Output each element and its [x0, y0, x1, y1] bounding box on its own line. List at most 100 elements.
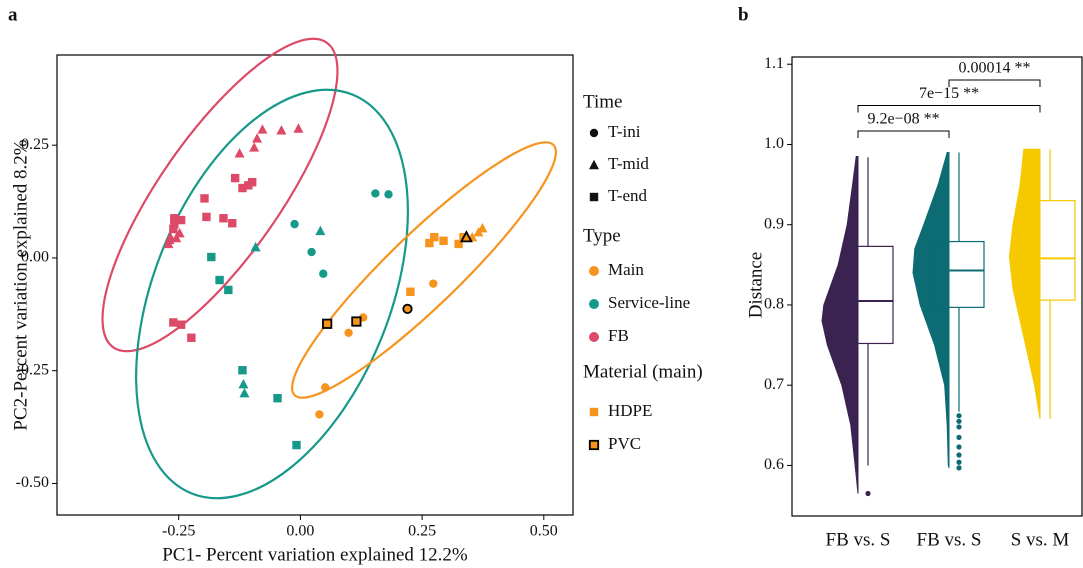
point — [238, 366, 247, 375]
point — [315, 410, 324, 419]
point — [176, 320, 186, 329]
outlier — [956, 465, 962, 471]
y-tick-label: 0.7 — [764, 376, 784, 393]
point — [292, 440, 301, 450]
outlier — [956, 459, 962, 465]
confidence-ellipse — [135, 88, 409, 500]
point — [164, 234, 175, 245]
point — [187, 333, 196, 342]
point — [249, 142, 260, 152]
y-tick-label: 0.8 — [764, 296, 784, 313]
significance-label: 0.00014 ** — [959, 60, 1031, 77]
point — [293, 123, 304, 133]
legend-item: T-mid — [608, 154, 649, 173]
legend-marker — [589, 332, 599, 342]
point — [371, 189, 380, 198]
panel-letter: a — [8, 4, 18, 25]
point — [239, 388, 250, 398]
legend-marker — [589, 407, 599, 417]
x-tick-label: -0.25 — [162, 523, 195, 540]
x-tick-label: S vs. M — [1011, 529, 1070, 550]
significance-bracket — [857, 105, 1041, 113]
y-tick-label: -0.25 — [16, 361, 49, 378]
legend-title: Type — [583, 225, 621, 246]
legend-marker — [589, 266, 599, 276]
plot-frame — [56, 54, 574, 516]
point — [477, 222, 488, 233]
point — [276, 125, 287, 135]
point — [429, 279, 438, 288]
legend-marker — [589, 128, 599, 138]
point — [384, 190, 393, 199]
legend-item: HDPE — [608, 401, 652, 420]
y-tick-label: 1.0 — [764, 135, 784, 152]
y-tick-label: -0.50 — [16, 474, 49, 491]
point — [351, 316, 362, 327]
point — [459, 230, 473, 243]
point — [202, 212, 211, 222]
x-tick-label: FB vs. S — [917, 529, 982, 550]
y-tick-label: 0.25 — [21, 136, 49, 153]
legend-marker — [589, 192, 599, 202]
point — [238, 183, 247, 193]
point — [322, 318, 333, 329]
point — [176, 215, 186, 225]
x-tick-label: FB vs. S — [826, 529, 891, 550]
plot-frame — [791, 56, 1083, 517]
legend-marker — [588, 439, 600, 451]
legend-marker — [589, 159, 599, 170]
point — [230, 173, 240, 183]
point — [171, 232, 182, 243]
legend-item: T-end — [608, 186, 648, 205]
confidence-ellipse — [101, 37, 339, 353]
point — [234, 148, 245, 158]
violin — [912, 151, 950, 468]
outlier — [956, 444, 962, 450]
outlier — [956, 424, 962, 430]
point — [207, 252, 216, 262]
point — [169, 318, 178, 327]
x-axis-title: PC1- Percent variation explained 12.2% — [162, 544, 468, 565]
y-tick-label: 0.00 — [21, 249, 49, 266]
legend-item: PVC — [608, 434, 641, 453]
point — [170, 219, 179, 229]
outlier — [956, 452, 962, 458]
significance-bracket — [857, 130, 950, 138]
point — [215, 275, 224, 285]
point — [257, 124, 268, 134]
point — [430, 232, 439, 242]
y-axis-title: Distance — [745, 252, 766, 318]
significance-label: 9.2e−08 ** — [867, 111, 939, 128]
confidence-ellipses — [101, 37, 557, 500]
violin — [821, 156, 859, 494]
box — [1024, 200, 1076, 301]
y-tick-label: 0.9 — [764, 215, 784, 232]
point — [290, 219, 299, 229]
legend-item: FB — [608, 326, 629, 345]
x-tick-label: 0.25 — [408, 523, 436, 540]
point — [228, 219, 237, 228]
point — [248, 177, 257, 187]
point — [170, 214, 179, 223]
y-tick-label: 1.1 — [764, 55, 784, 72]
box — [842, 245, 894, 345]
panel-letter: b — [738, 4, 749, 25]
point — [321, 383, 330, 392]
point — [174, 227, 185, 238]
y-axis-title: PC2-Percent variation explained 8.2% — [10, 139, 31, 430]
point — [425, 238, 434, 248]
legend-item: Service-line — [608, 293, 690, 312]
box — [933, 240, 985, 308]
significance-label: 7e−15 ** — [919, 85, 979, 102]
point — [439, 236, 448, 246]
point — [169, 224, 178, 234]
outlier — [956, 413, 962, 419]
outlier — [956, 418, 962, 424]
legend-marker — [589, 299, 599, 309]
point — [224, 285, 233, 295]
point — [219, 214, 228, 223]
x-tick-label: 0.50 — [530, 523, 558, 540]
point — [238, 379, 249, 389]
point — [250, 241, 261, 252]
